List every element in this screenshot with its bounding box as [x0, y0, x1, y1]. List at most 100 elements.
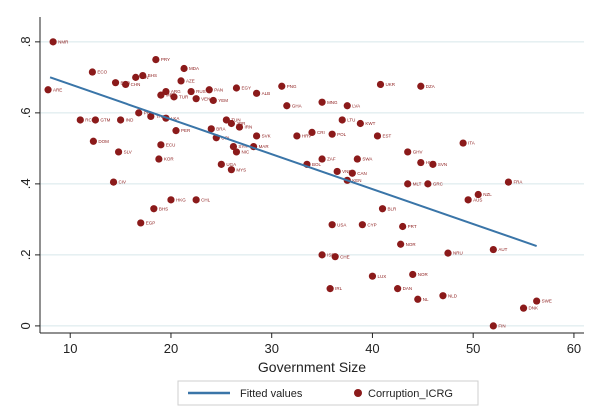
y-tick-label: .2: [18, 249, 33, 260]
data-point: [348, 169, 356, 177]
x-tick-label: 40: [365, 341, 379, 356]
x-tick-label: 60: [567, 341, 581, 356]
data-point: [404, 148, 412, 156]
data-point-label: NL: [423, 297, 429, 302]
data-point: [409, 270, 417, 279]
data-point-label: ALB: [262, 91, 271, 96]
data-point-label: IRN: [244, 125, 252, 130]
data-point-label: MLT: [413, 181, 422, 186]
data-point: [192, 196, 200, 204]
data-point: [91, 116, 100, 124]
data-point: [459, 139, 467, 147]
data-point-label: CAN: [357, 171, 367, 176]
data-point: [155, 155, 163, 163]
data-point-label: FRA: [513, 180, 522, 185]
data-point-label: EGY: [241, 86, 251, 91]
data-point: [162, 87, 170, 96]
data-point-label: LVA: [352, 103, 360, 108]
data-point-label: ITA: [468, 141, 475, 146]
data-point: [404, 180, 412, 188]
data-point-label: BRA: [216, 126, 225, 131]
x-tick-label: 10: [63, 341, 77, 356]
x-tick-label: 20: [164, 341, 178, 356]
x-tick-label: 30: [264, 341, 278, 356]
fitted-values-line: [49, 76, 537, 247]
data-point-label: CHL: [201, 197, 210, 202]
legend: Fitted values Corruption_ICRG: [177, 380, 479, 406]
data-point-label: GTM: [100, 118, 110, 123]
data-point-label: VEN: [201, 96, 210, 101]
data-point-label: NOR: [418, 272, 429, 277]
data-point-label: GRC: [433, 181, 444, 186]
data-point-label: DOM: [98, 139, 109, 144]
data-point: [116, 116, 125, 124]
data-point: [139, 71, 147, 80]
data-point-label: PNG: [287, 84, 297, 89]
y-tick-label: 0: [18, 322, 33, 329]
data-point-label: IND: [126, 118, 135, 123]
data-point-label: SWE: [542, 299, 552, 304]
data-points: NMRAREECORCTGTMDOMBGDINDCHNIDNBHSPRYSLVC…: [44, 38, 552, 330]
data-point: [157, 141, 165, 149]
data-point: [331, 253, 339, 261]
data-point: [489, 322, 497, 330]
data-point: [205, 86, 213, 94]
data-point-label: KOR: [164, 157, 175, 162]
data-point: [399, 222, 407, 231]
data-point: [122, 80, 130, 89]
data-point-label: DAN: [403, 286, 413, 291]
data-point-label: MYS: [236, 167, 246, 172]
data-point-label: USA: [337, 222, 346, 227]
data-point-label: CRI: [317, 130, 325, 135]
x-tick-label: 50: [466, 341, 480, 356]
data-point: [474, 190, 482, 199]
data-point-label: VNM: [342, 169, 352, 174]
data-point-label: GHV: [413, 150, 423, 155]
data-point: [157, 91, 165, 99]
data-point-label: EST: [382, 134, 391, 139]
data-point: [326, 285, 334, 293]
data-point-label: SVK: [262, 134, 271, 139]
data-point-label: NLD: [448, 293, 458, 298]
data-point: [464, 196, 472, 204]
data-point: [417, 158, 425, 167]
data-point-label: NOR: [406, 242, 417, 247]
data-point-label: AUT: [498, 247, 507, 252]
data-point-label: AUS: [473, 197, 482, 202]
plot-area: [40, 17, 584, 333]
data-point-label: BHS: [159, 206, 168, 211]
data-point-label: CYP: [367, 222, 376, 227]
data-point-label: MAR: [259, 144, 270, 149]
data-point-label: UKR: [386, 82, 396, 87]
data-point: [519, 304, 528, 312]
data-point-label: NMR: [58, 39, 69, 44]
fitted-line: [49, 76, 537, 247]
data-point-label: ARE: [53, 87, 62, 92]
data-point-label: CHN: [131, 82, 141, 87]
data-point-label: FIN: [498, 323, 505, 328]
data-point: [167, 196, 175, 204]
data-point: [318, 98, 326, 106]
data-point-label: CIV: [119, 180, 127, 185]
data-point: [343, 102, 351, 110]
data-point-label: ECO: [97, 70, 107, 75]
data-point: [111, 79, 120, 87]
data-point-label: SLV: [124, 150, 132, 155]
data-point-label: LTU: [347, 118, 355, 123]
data-point: [429, 160, 437, 168]
data-point: [89, 137, 97, 145]
data-point-label: PRT: [408, 224, 417, 229]
data-point: [150, 205, 158, 213]
data-point-label: POL: [337, 132, 347, 137]
data-point-label: MDA: [189, 66, 199, 71]
y-tick-label: .4: [18, 178, 33, 189]
data-point: [177, 77, 185, 85]
data-point: [338, 116, 346, 124]
data-point: [397, 240, 405, 248]
data-point: [353, 155, 361, 163]
data-point-label: SYR: [238, 144, 248, 149]
data-point-label: NZL: [483, 192, 492, 197]
data-point: [235, 123, 244, 131]
data-point: [180, 64, 188, 73]
